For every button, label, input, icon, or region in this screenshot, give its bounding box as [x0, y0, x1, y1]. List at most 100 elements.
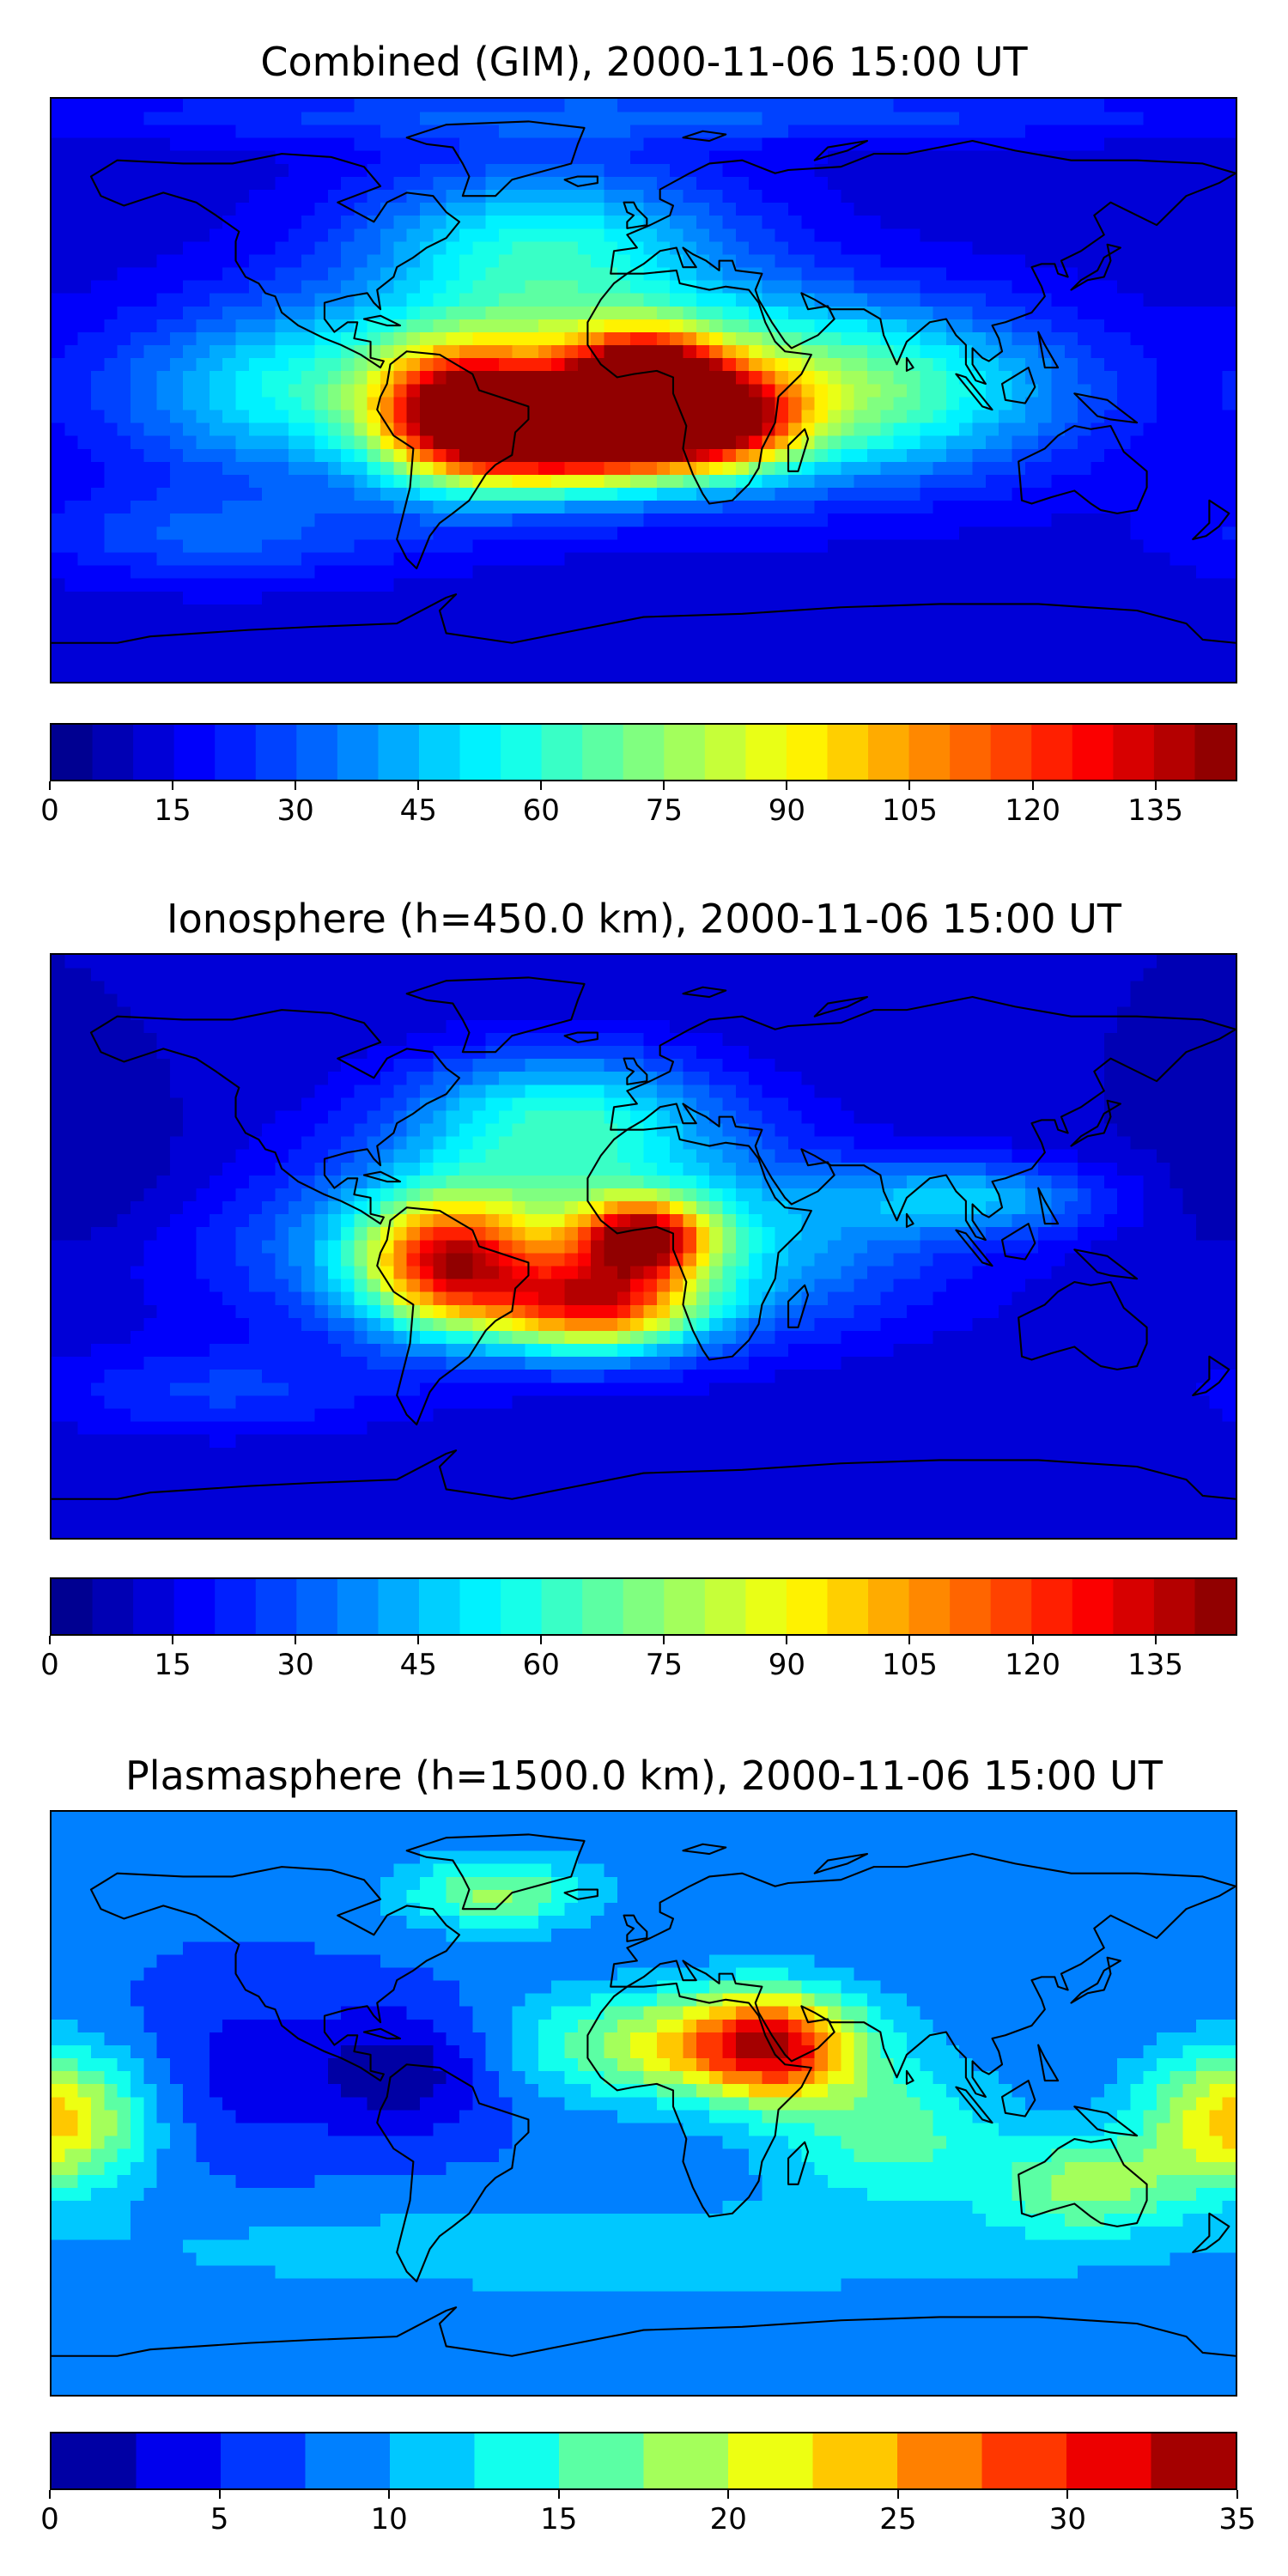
heatmap-cell — [143, 1524, 157, 1538]
heatmap-cell — [762, 474, 776, 489]
heatmap-cell — [828, 240, 841, 255]
heatmap-cell — [1170, 189, 1184, 204]
heatmap-cell — [775, 448, 789, 462]
heatmap-cell — [512, 383, 526, 398]
heatmap-cell — [801, 150, 816, 164]
heatmap-cell — [985, 163, 999, 177]
heatmap-cell — [920, 163, 933, 177]
heatmap-cell — [288, 176, 302, 190]
heatmap-cell — [866, 254, 881, 268]
heatmap-cell — [999, 539, 1012, 553]
heatmap-cell — [564, 526, 579, 540]
heatmap-cell — [472, 319, 487, 332]
heatmap-cell — [77, 1330, 92, 1345]
heatmap-cell — [262, 448, 276, 462]
heatmap-cell — [262, 1279, 276, 1292]
heatmap-cell — [209, 254, 223, 268]
heatmap-cell — [591, 370, 605, 385]
heatmap-cell — [275, 1097, 289, 1111]
heatmap-cell — [512, 357, 526, 372]
heatmap-cell — [143, 137, 157, 151]
heatmap-cell — [525, 280, 539, 294]
heatmap-cell — [880, 112, 895, 125]
heatmap-cell — [617, 513, 631, 527]
heatmap-cell — [551, 642, 565, 657]
heatmap-cell — [222, 552, 236, 566]
heatmap-cell — [630, 448, 644, 462]
heatmap-cell — [656, 629, 671, 644]
heatmap-cell — [604, 163, 618, 177]
heatmap-cell — [130, 955, 144, 969]
heatmap-cell — [1157, 357, 1170, 372]
heatmap-cell — [222, 1006, 236, 1020]
heatmap-cell — [525, 668, 539, 682]
heatmap-cell — [262, 474, 276, 489]
heatmap-cell — [209, 1395, 223, 1409]
heatmap-cell — [156, 448, 171, 462]
heatmap-cell — [617, 539, 631, 553]
heatmap-cell — [538, 668, 552, 682]
heatmap-cell — [828, 293, 841, 307]
heatmap-cell — [1196, 591, 1210, 605]
heatmap-cell — [209, 1213, 223, 1228]
heatmap-cell — [1182, 280, 1197, 294]
heatmap-cell — [498, 539, 513, 553]
heatmap-cell — [143, 99, 157, 112]
heatmap-cell — [104, 513, 118, 527]
heatmap-cell — [183, 397, 197, 410]
heatmap-cell — [183, 1200, 197, 1215]
heatmap-cell — [775, 137, 789, 151]
heatmap-cell — [630, 189, 644, 204]
heatmap-cell — [64, 578, 79, 592]
heatmap-cell — [196, 357, 210, 372]
heatmap-cell — [367, 642, 381, 657]
heatmap-cell — [90, 981, 105, 994]
heatmap-cell — [314, 163, 329, 177]
heatmap-cell — [104, 655, 118, 670]
heatmap-cell — [196, 319, 210, 332]
heatmap-cell — [420, 293, 434, 307]
heatmap-cell — [472, 99, 487, 112]
heatmap-cell — [1130, 487, 1145, 501]
heatmap-cell — [90, 955, 105, 969]
heatmap-cell — [117, 1188, 131, 1202]
heatmap-cell — [196, 1110, 210, 1124]
heatmap-cell — [1078, 526, 1091, 540]
heatmap-cell — [222, 1032, 236, 1046]
heatmap-cell — [52, 1356, 65, 1370]
heatmap-cell — [656, 331, 671, 346]
heatmap-cell — [696, 435, 710, 449]
heatmap-cell — [341, 267, 355, 281]
colorbar-tick-label: 75 — [645, 793, 683, 828]
north-america-outline — [89, 153, 461, 369]
heatmap-cell — [1182, 150, 1197, 164]
heatmap-cell — [985, 578, 999, 592]
heatmap-cell — [104, 410, 118, 423]
heatmap-cell — [1222, 254, 1236, 268]
heatmap-cell — [143, 1343, 157, 1358]
map-svg — [52, 955, 1236, 1538]
cuba-outline — [362, 314, 402, 327]
heatmap-cell — [1222, 228, 1236, 242]
heatmap-cell — [656, 306, 671, 319]
heatmap-cell — [354, 383, 368, 398]
heatmap-cell — [288, 1343, 302, 1358]
heatmap-cell — [1130, 331, 1145, 346]
heatmap-cell — [498, 668, 513, 682]
heatmap-cell — [722, 125, 737, 138]
heatmap-cell — [104, 487, 118, 501]
heatmap-cell — [525, 344, 539, 359]
heatmap-cell — [262, 552, 276, 566]
heatmap-cell — [248, 319, 263, 332]
heatmap-cell — [1051, 461, 1066, 475]
heatmap-cell — [156, 1071, 171, 1085]
heatmap-cell — [1130, 228, 1145, 242]
heatmap-cell — [1196, 617, 1210, 631]
colorbar-segment — [1113, 725, 1155, 780]
heatmap-cell — [512, 189, 526, 204]
heatmap-cell — [1209, 642, 1224, 657]
heatmap-cell — [235, 1162, 250, 1176]
heatmap-cell — [604, 383, 618, 398]
heatmap-cell — [52, 1408, 65, 1422]
heatmap-cell — [117, 1175, 131, 1188]
